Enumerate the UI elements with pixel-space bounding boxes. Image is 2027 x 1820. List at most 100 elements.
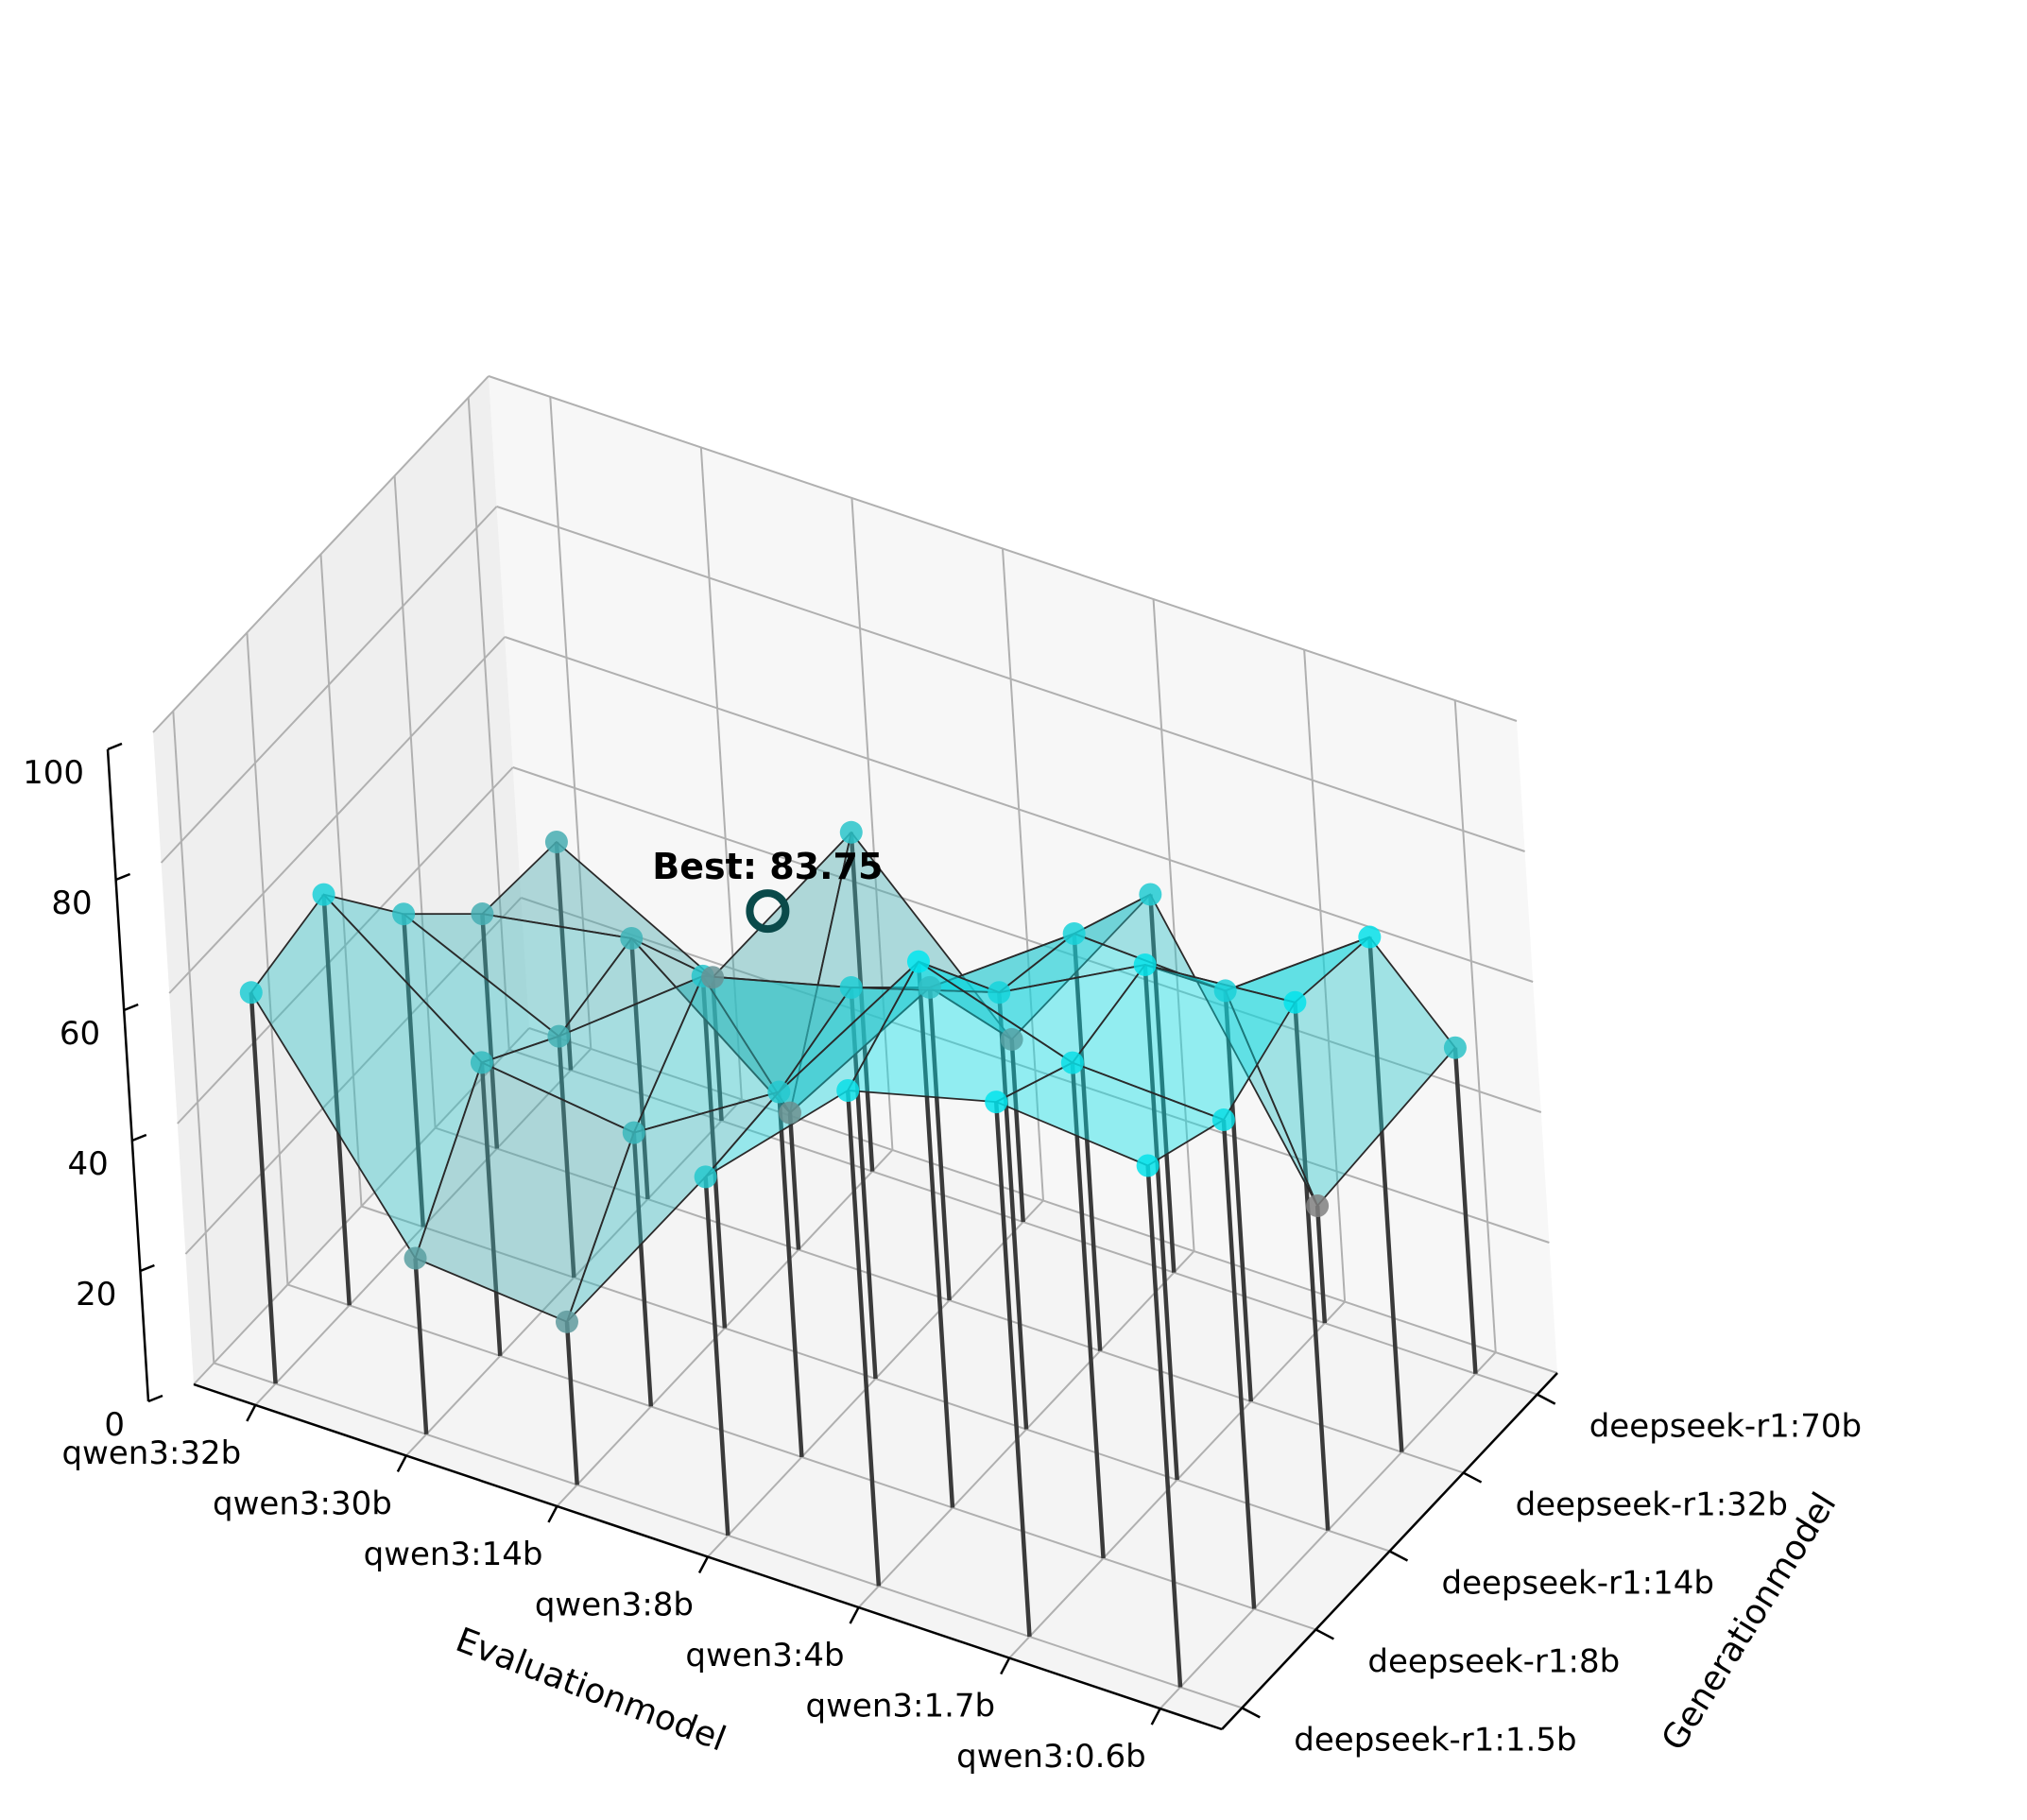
grid-line xyxy=(393,475,437,1128)
axis-ticks xyxy=(107,742,1556,1726)
stem xyxy=(777,1091,804,1458)
best-annotation-label: Best: 83.75 xyxy=(652,846,883,887)
stem xyxy=(1145,1165,1183,1688)
data-point xyxy=(622,1121,645,1144)
data-point xyxy=(555,1310,578,1333)
grid-line xyxy=(496,506,1525,852)
data-point xyxy=(239,981,263,1004)
data-point xyxy=(1306,1193,1330,1217)
stem xyxy=(401,914,426,1228)
tick-labels: qwen3:32b qwen3:30b qwen3:14b qwen3:8b qwen3… xyxy=(23,754,1862,1776)
stem xyxy=(1367,936,1404,1452)
data-point xyxy=(1062,921,1086,945)
stem xyxy=(927,987,952,1301)
grid-line xyxy=(184,897,523,1255)
z-tick-label: 0 xyxy=(104,1406,125,1444)
stem xyxy=(710,977,724,1122)
stem xyxy=(845,1090,882,1587)
y-axis-title: Generationmodel xyxy=(1655,1486,1845,1758)
stem xyxy=(916,961,955,1508)
grid-line xyxy=(177,766,514,1125)
x-tick-label: qwen3:8b xyxy=(535,1587,694,1624)
stem xyxy=(703,1176,730,1537)
stem xyxy=(249,992,278,1384)
stem xyxy=(997,992,1029,1430)
grid-line xyxy=(168,636,506,994)
stem xyxy=(1070,1062,1106,1559)
z-tick xyxy=(147,1394,163,1403)
stem xyxy=(321,894,352,1306)
y-tick-label: deepseek-r1:70b xyxy=(1589,1408,1862,1446)
grid-line xyxy=(488,375,1518,722)
stem xyxy=(1293,1002,1331,1531)
data-point xyxy=(471,902,494,926)
data-point xyxy=(620,926,644,950)
stem xyxy=(700,975,728,1329)
data-point xyxy=(404,1246,427,1270)
stem xyxy=(479,1062,503,1357)
grid-line xyxy=(172,711,215,1364)
y-tick xyxy=(1388,1550,1409,1562)
stem xyxy=(849,832,875,1172)
z-tick-label: 60 xyxy=(60,1015,100,1053)
grid-line xyxy=(160,506,498,864)
y-tick xyxy=(1314,1628,1334,1640)
grid-lines xyxy=(152,375,1558,1709)
grid-line xyxy=(1002,548,1044,1201)
data-point xyxy=(906,950,930,973)
grid-line xyxy=(246,632,289,1285)
y-tick-label: deepseek-r1:1.5b xyxy=(1294,1721,1576,1759)
data-points xyxy=(239,820,1467,1333)
z-axis-line xyxy=(106,748,150,1402)
stem xyxy=(1314,1205,1328,1324)
best-marker-group xyxy=(746,889,790,934)
x-tick xyxy=(396,1454,407,1473)
x-tick-label: qwen3:1.7b xyxy=(806,1688,996,1726)
stem xyxy=(787,1112,801,1250)
x-tick-label: qwen3:30b xyxy=(213,1485,392,1522)
x-tick xyxy=(246,1404,257,1422)
grid-line xyxy=(319,554,363,1207)
data-point xyxy=(767,1080,791,1104)
data-point xyxy=(392,902,416,926)
x-tick-label: qwen3:4b xyxy=(685,1637,844,1674)
stem xyxy=(629,937,650,1200)
grid-line xyxy=(467,397,510,1050)
data-point xyxy=(544,831,568,854)
z-tick xyxy=(123,1003,139,1012)
data-point xyxy=(985,1090,1008,1114)
x-tick-label: qwen3:32b xyxy=(61,1434,241,1472)
stems xyxy=(249,832,1478,1688)
x-tick xyxy=(547,1505,558,1523)
data-point xyxy=(1283,990,1307,1014)
x-tick xyxy=(1150,1708,1161,1726)
data-point xyxy=(547,1024,571,1048)
grid-line xyxy=(504,636,1534,983)
grid-line xyxy=(549,396,593,1049)
stem xyxy=(1009,1039,1025,1223)
stem xyxy=(1072,933,1103,1351)
y-tick xyxy=(1463,1471,1483,1484)
grid-line xyxy=(152,375,490,733)
stem xyxy=(993,1102,1032,1638)
stem xyxy=(557,1036,576,1279)
data-point xyxy=(1060,1051,1084,1074)
grid-line xyxy=(850,497,894,1151)
x-tick-label: qwen3:14b xyxy=(364,1536,543,1573)
data-point xyxy=(839,820,863,844)
data-point xyxy=(778,1101,801,1125)
x-tick xyxy=(849,1606,860,1624)
data-point xyxy=(470,1051,493,1074)
stem xyxy=(480,913,500,1149)
data-point xyxy=(694,1165,717,1189)
data-point xyxy=(312,883,335,906)
y-tick-label: deepseek-r1:32b xyxy=(1516,1486,1788,1524)
data-point xyxy=(701,966,725,989)
z-tick-label: 20 xyxy=(76,1276,116,1313)
y-tick xyxy=(1537,1393,1556,1405)
x-tick xyxy=(1000,1657,1011,1675)
z-tick xyxy=(131,1133,147,1142)
stem xyxy=(631,1132,654,1407)
data-point xyxy=(988,981,1011,1004)
grid-line xyxy=(521,897,1550,1244)
